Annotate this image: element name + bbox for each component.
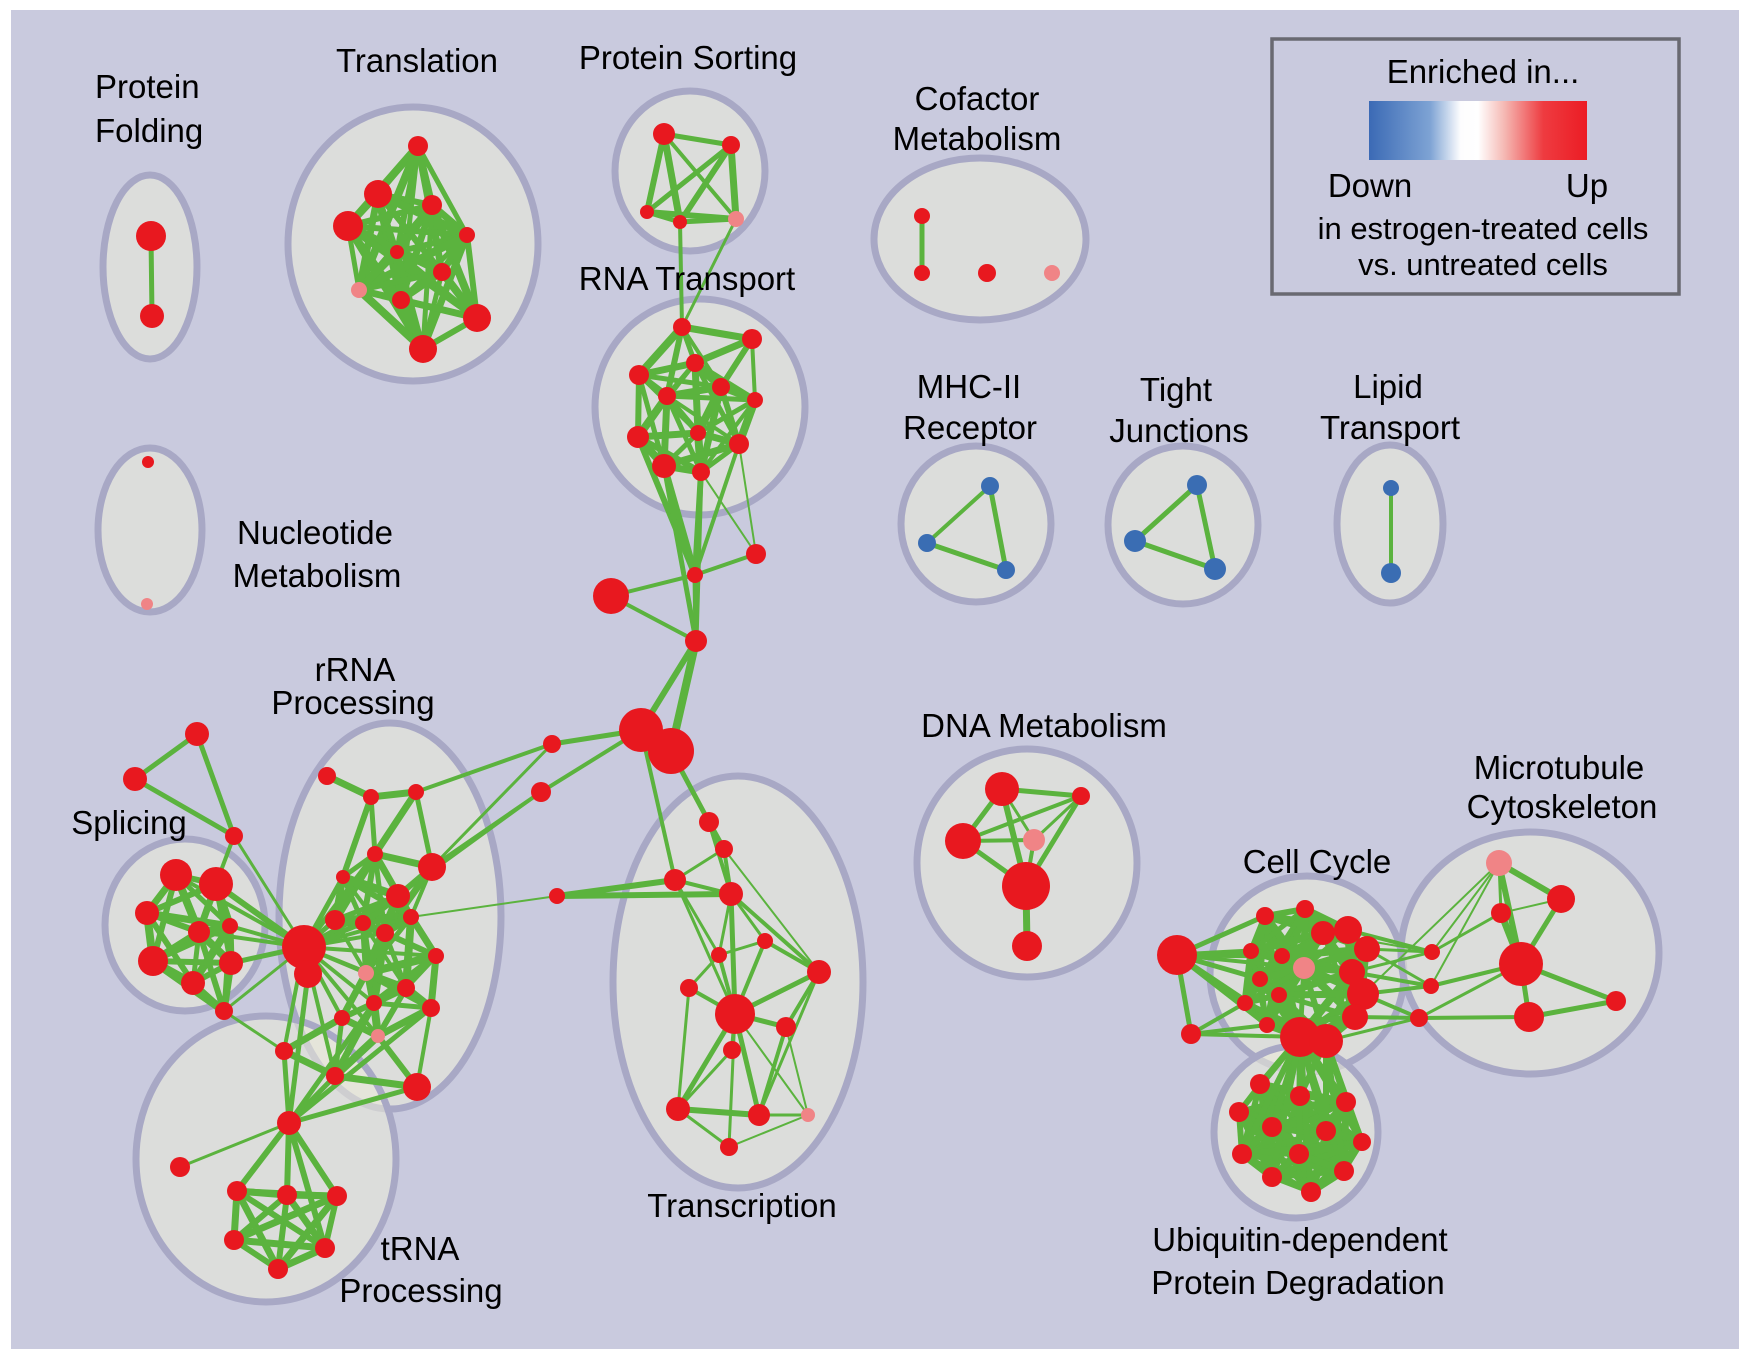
svg-text:tRNA: tRNA	[381, 1230, 460, 1267]
svg-text:Splicing: Splicing	[71, 804, 187, 841]
svg-text:Processing: Processing	[339, 1272, 502, 1309]
svg-text:Metabolism: Metabolism	[893, 120, 1062, 157]
svg-text:Up: Up	[1566, 167, 1608, 204]
svg-text:Cytoskeleton: Cytoskeleton	[1467, 788, 1658, 825]
svg-text:Translation: Translation	[336, 42, 498, 79]
svg-text:Microtubule: Microtubule	[1474, 749, 1645, 786]
svg-text:RNA Transport: RNA Transport	[579, 260, 795, 297]
svg-text:vs. untreated cells: vs. untreated cells	[1358, 247, 1608, 282]
svg-text:Cofactor: Cofactor	[915, 80, 1040, 117]
svg-text:in estrogen-treated cells: in estrogen-treated cells	[1318, 211, 1649, 246]
svg-text:Cell Cycle: Cell Cycle	[1243, 843, 1392, 880]
svg-text:Transcription: Transcription	[647, 1187, 837, 1224]
svg-text:Protein: Protein	[95, 68, 200, 105]
svg-text:DNA Metabolism: DNA Metabolism	[921, 707, 1167, 744]
svg-text:rRNA: rRNA	[315, 651, 396, 688]
svg-text:Nucleotide: Nucleotide	[237, 514, 393, 551]
svg-text:Receptor: Receptor	[903, 409, 1037, 446]
svg-text:MHC-II: MHC-II	[917, 368, 1021, 405]
svg-text:Tight: Tight	[1140, 371, 1212, 408]
svg-text:Ubiquitin-dependent: Ubiquitin-dependent	[1152, 1221, 1447, 1258]
svg-text:Enriched in...: Enriched in...	[1387, 53, 1580, 90]
svg-text:Junctions: Junctions	[1109, 412, 1248, 449]
svg-text:Transport: Transport	[1320, 409, 1460, 446]
svg-text:Folding: Folding	[95, 112, 203, 149]
svg-text:Protein Sorting: Protein Sorting	[579, 39, 797, 76]
svg-text:Protein Degradation: Protein Degradation	[1151, 1264, 1445, 1301]
svg-text:Processing: Processing	[271, 684, 434, 721]
svg-text:Down: Down	[1328, 167, 1412, 204]
svg-text:Metabolism: Metabolism	[233, 557, 402, 594]
svg-text:Lipid: Lipid	[1353, 368, 1423, 405]
